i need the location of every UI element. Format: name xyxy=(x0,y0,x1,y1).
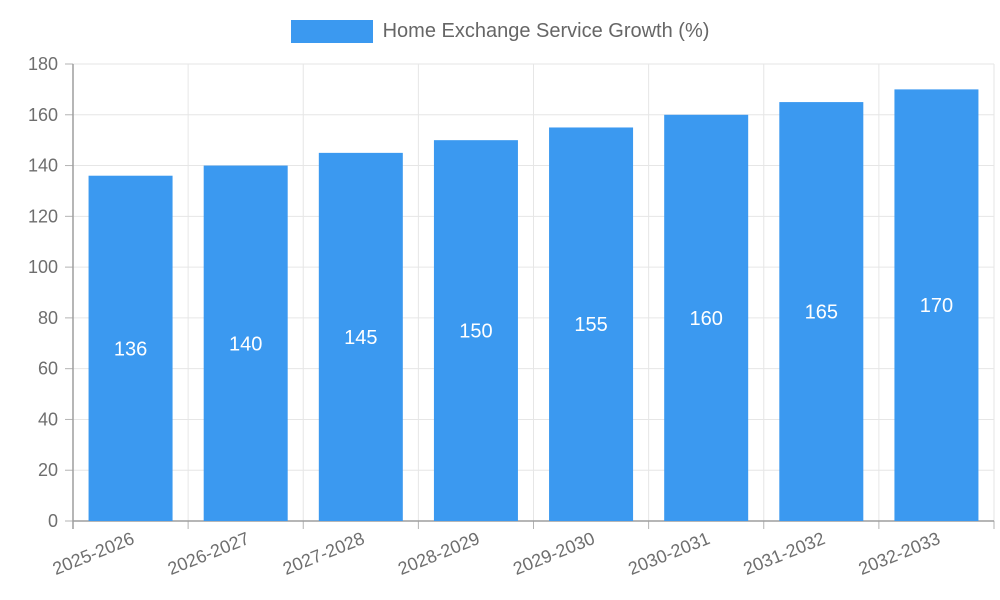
x-tick-label: 2028-2029 xyxy=(395,528,482,579)
y-tick-label: 100 xyxy=(28,257,58,277)
x-tick-label: 2027-2028 xyxy=(280,528,367,579)
y-tick-label: 80 xyxy=(38,308,58,328)
x-tick-label: 2026-2027 xyxy=(165,528,252,579)
y-tick-label: 120 xyxy=(28,206,58,226)
x-tick-label: 2032-2033 xyxy=(856,528,943,579)
y-tick-label: 40 xyxy=(38,409,58,429)
bar[interactable] xyxy=(549,127,634,521)
bar-value-label: 150 xyxy=(459,321,492,343)
legend-label: Home Exchange Service Growth (%) xyxy=(382,20,710,42)
bar[interactable] xyxy=(203,165,288,522)
y-tick-label: 140 xyxy=(28,156,58,176)
bar[interactable] xyxy=(894,89,979,521)
bar-value-label: 160 xyxy=(690,308,723,330)
y-tick-label: 20 xyxy=(38,460,58,480)
bar[interactable] xyxy=(88,175,173,521)
y-tick-label: 160 xyxy=(28,105,58,125)
x-tick-label: 2030-2031 xyxy=(625,528,712,579)
bar-value-label: 145 xyxy=(344,327,377,349)
bar-value-label: 155 xyxy=(574,314,607,336)
x-tick-label: 2031-2032 xyxy=(740,528,827,579)
bar-value-label: 140 xyxy=(229,333,262,355)
legend-item[interactable]: Home Exchange Service Growth (%) xyxy=(0,20,1000,43)
y-tick-label: 0 xyxy=(48,511,58,531)
x-tick-label: 2025-2026 xyxy=(50,528,137,579)
bar-value-label: 170 xyxy=(920,295,953,317)
bar-value-label: 165 xyxy=(805,302,838,324)
legend-swatch xyxy=(290,20,373,43)
bar[interactable] xyxy=(664,114,749,522)
y-tick-label: 60 xyxy=(38,359,58,379)
bar-value-label: 136 xyxy=(114,338,147,360)
y-tick-label: 180 xyxy=(28,54,58,74)
x-tick-label: 2029-2030 xyxy=(510,528,597,579)
bar[interactable] xyxy=(779,102,864,521)
bar[interactable] xyxy=(318,152,403,521)
bar[interactable] xyxy=(433,140,518,521)
